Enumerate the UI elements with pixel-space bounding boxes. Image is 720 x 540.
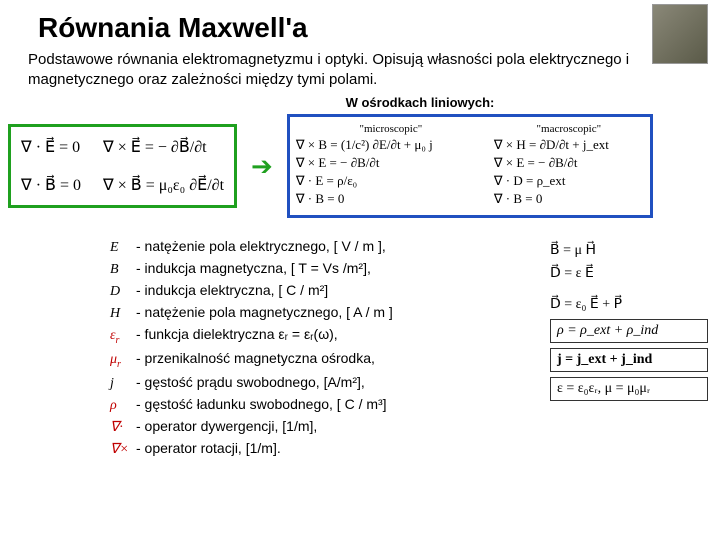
symbol-B: B⃗ (110, 259, 136, 280)
macro-eq4: ∇ · B = 0 (494, 191, 644, 207)
symbol-D: D⃗ (110, 281, 136, 302)
symbol-E: E⃗ (110, 237, 136, 258)
eq-divE: ∇ · E⃗ = 0 (21, 137, 81, 157)
macro-title: "macroscopic" (494, 123, 644, 135)
macro-eq3: ∇ · D = ρ_ext (494, 173, 644, 189)
macroscopic-column: "macroscopic" ∇ × H = ∂D/∂t + j_ext ∇ × … (494, 123, 644, 209)
vacuum-equations-box: ∇ · E⃗ = 0 ∇ · B⃗ = 0 ∇ × E⃗ = − ∂B⃗/∂t … (8, 124, 237, 208)
def-B: - indukcja magnetyczna, [ T = Vs /m²], (136, 258, 371, 279)
symbol-H: H⃗ (110, 303, 136, 324)
constitutive-relations: B⃗ = μ H⃗ D⃗ = ε E⃗ D⃗ = ε₀ E⃗ + P⃗ ρ = … (550, 236, 720, 460)
j-box: j = j_ext + j_ind (550, 348, 708, 372)
def-rho: - gęstość ładunku swobodnego, [ C / m³] (136, 394, 387, 415)
definitions-list: E⃗- natężenie pola elektrycznego, [ V / … (0, 236, 550, 460)
eps-mu-box: ε = ε₀εᵣ, μ = μ₀μᵣ (550, 377, 708, 401)
symbol-er: εr (110, 325, 136, 348)
eq-curlB: ∇ × B⃗ = μ₀ε₀ ∂E⃗/∂t (103, 175, 224, 195)
subheading: W ośrodkach liniowych: (0, 93, 720, 114)
maxwell-portrait (652, 4, 708, 64)
symbol-div: ∇· (110, 417, 136, 438)
micro-eq3: ∇ · E = ρ/ε₀ (296, 173, 486, 189)
eq-curlE: ∇ × E⃗ = − ∂B⃗/∂t (103, 137, 224, 157)
eq-divB: ∇ · B⃗ = 0 (21, 175, 81, 195)
microscopic-column: "microscopic" ∇ × B = (1/c²) ∂E/∂t + μ₀ … (296, 123, 486, 209)
symbol-rho: ρ (110, 395, 136, 416)
def-div: - operator dywergencji, [1/m], (136, 416, 317, 437)
macro-eq2: ∇ × E = − ∂B/∂t (494, 155, 644, 171)
rho-box: ρ = ρ_ext + ρ_ind (550, 319, 708, 343)
micro-eq2: ∇ × E = − ∂B/∂t (296, 155, 486, 171)
def-H: - natężenie pola magnetycznego, [ A / m … (136, 302, 393, 323)
def-rot: - operator rotacji, [1/m]. (136, 438, 281, 459)
def-E: - natężenie pola elektrycznego, [ V / m … (136, 236, 386, 257)
micro-title: "microscopic" (296, 123, 486, 135)
symbol-mr: μr (110, 349, 136, 372)
rel-DE: D⃗ = ε E⃗ (550, 265, 708, 282)
micro-eq4: ∇ · B = 0 (296, 191, 486, 207)
macro-eq1: ∇ × H = ∂D/∂t + j_ext (494, 137, 644, 153)
def-mr: - przenikalność magnetyczna ośrodka, (136, 348, 375, 369)
micro-eq1: ∇ × B = (1/c²) ∂E/∂t + μ₀ j (296, 137, 486, 153)
equation-row: ∇ · E⃗ = 0 ∇ · B⃗ = 0 ∇ × E⃗ = − ∂B⃗/∂t … (0, 114, 720, 218)
lower-section: E⃗- natężenie pola elektrycznego, [ V / … (0, 236, 720, 460)
def-j: - gęstość prądu swobodnego, [A/m²], (136, 372, 365, 393)
def-er: - funkcja dielektryczna εᵣ = εᵣ(ω), (136, 324, 338, 345)
media-equations-box: "microscopic" ∇ × B = (1/c²) ∂E/∂t + μ₀ … (287, 114, 653, 218)
symbol-j: j⃗ (110, 373, 136, 394)
def-D: - indukcja elektryczna, [ C / m²] (136, 280, 328, 301)
symbol-rot: ∇× (110, 439, 136, 460)
rel-DEP: D⃗ = ε₀ E⃗ + P⃗ (550, 296, 708, 313)
page-title: Równania Maxwell'a (0, 0, 720, 44)
arrow-icon: ➔ (249, 151, 275, 182)
rel-BH: B⃗ = μ H⃗ (550, 242, 708, 259)
intro-text: Podstawowe równania elektromagnetyzmu i … (0, 44, 720, 93)
